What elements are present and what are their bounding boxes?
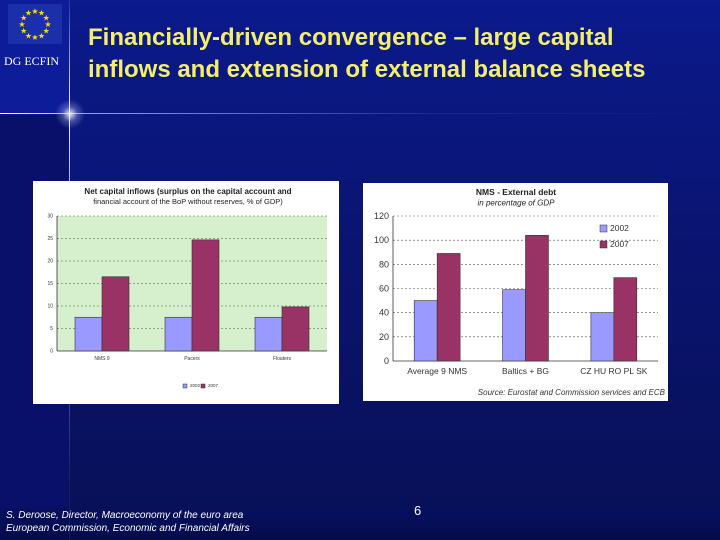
light-flare [55, 99, 85, 129]
x-tick-label: Baltics + BG [502, 366, 549, 376]
footer-line-1: S. Deroose, Director, Macroeconomy of th… [6, 510, 244, 521]
horizontal-rule [0, 113, 720, 114]
legend-label: 2007 [610, 239, 629, 249]
chart2-group: NMS - External debt in percentage of GDP 0… [374, 187, 666, 397]
legend-label: 2002 [190, 383, 201, 388]
y-tick-label: 0 [384, 356, 389, 366]
y-tick-label: 60 [379, 284, 389, 294]
eu-star-icon: ★ [25, 9, 32, 18]
y-tick-label: 20 [47, 259, 53, 265]
legend-swatch [599, 240, 608, 249]
eu-star-icon: ★ [43, 14, 50, 23]
y-tick-label: 25 [47, 236, 53, 242]
chart-title: NMS - External debt [476, 187, 556, 197]
eu-star-icon: ★ [20, 14, 27, 23]
chart-subtitle: in percentage of GDP [478, 199, 556, 208]
y-tick-label: 120 [374, 211, 389, 221]
net-capital-inflows-chart: Net capital inflows (surplus on the capi… [33, 181, 339, 404]
x-tick-label: NMS 9 [94, 356, 110, 362]
bar-2007-1 [525, 235, 549, 362]
legend-swatch [200, 383, 206, 389]
page-number: 6 [414, 503, 422, 518]
title-line-1: Financially-driven convergence – large c… [88, 24, 614, 51]
logo-panel: ★ ★ ★ ★ ★ ★ ★ ★ ★ ★ ★ ★ DG ECFIN [0, 0, 70, 113]
bar-2002-2 [254, 316, 283, 352]
y-tick-label: 100 [374, 235, 389, 245]
bar-2007-2 [281, 306, 310, 352]
y-tick-label: 15 [47, 281, 53, 287]
eu-star-icon: ★ [31, 33, 38, 42]
bar-2007-0 [436, 253, 461, 362]
bar-2002-1 [164, 316, 193, 352]
bar-2007-2 [613, 277, 638, 362]
eu-star-icon: ★ [44, 20, 51, 29]
legend-label: 2007 [208, 383, 219, 388]
eu-star-icon: ★ [25, 31, 32, 40]
bar-2002-0 [74, 316, 103, 352]
chart-title: Net capital inflows (surplus on the capi… [84, 187, 291, 196]
chart1-group: Net capital inflows (surplus on the capi… [47, 187, 327, 389]
eu-flag-icon: ★ ★ ★ ★ ★ ★ ★ ★ ★ ★ ★ ★ [8, 4, 62, 44]
x-tick-label: Pacers [184, 356, 200, 362]
x-tick-label: Floaters [273, 356, 292, 362]
x-tick-label: Average 9 NMS [407, 366, 467, 376]
y-tick-label: 40 [379, 308, 389, 318]
y-tick-label: 10 [47, 304, 53, 310]
bar-2002-1 [502, 289, 526, 362]
footer-line-2: European Commission, Economic and Financ… [6, 523, 250, 534]
y-tick-label: 20 [379, 332, 389, 342]
title-line-2: inflows and extension of external balanc… [88, 56, 646, 83]
eu-star-icon: ★ [43, 27, 50, 36]
eu-star-icon: ★ [38, 9, 45, 18]
bar-2007-1 [191, 239, 220, 352]
bottom-band [0, 508, 720, 540]
legend-label: 2002 [610, 223, 629, 233]
y-tick-label: 30 [47, 214, 53, 220]
bar-2007-0 [101, 276, 130, 352]
eu-star-icon: ★ [18, 20, 25, 29]
org-label: DG ECFIN [4, 54, 60, 68]
x-tick-label: CZ HU RO PL SK [580, 366, 648, 376]
y-tick-label: 5 [50, 326, 53, 332]
footer-credit: S. Deroose, Director, Macroeconomy of th… [6, 509, 250, 535]
y-tick-label: 0 [50, 349, 53, 355]
chart-subtitle: financial account of the BoP without res… [93, 197, 283, 206]
eu-star-icon: ★ [31, 7, 38, 16]
y-tick-label: 80 [379, 259, 389, 269]
chart-source: Source: Eurostat and Commission services… [478, 388, 666, 397]
eu-star-icon: ★ [38, 31, 45, 40]
eu-star-icon: ★ [20, 27, 27, 36]
slide-title: Financially-driven convergence – large c… [88, 22, 713, 86]
legend-swatch [182, 383, 188, 389]
bar-2002-2 [590, 312, 615, 362]
bar-2002-0 [413, 300, 438, 362]
external-debt-chart: NMS - External debt in percentage of GDP 0… [363, 183, 668, 401]
legend-swatch [599, 224, 608, 233]
